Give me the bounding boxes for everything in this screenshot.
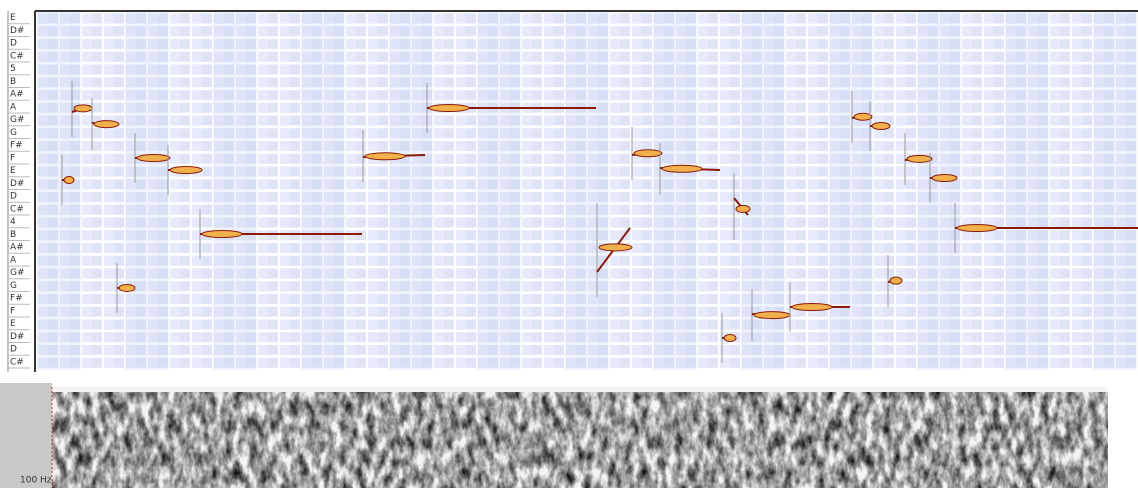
pitch-label: E [10,13,16,23]
pitch-label: E [10,319,16,329]
pitch-label: D [10,345,17,355]
pitch-label: G [10,281,17,291]
note-blob [170,167,202,174]
note-blob [74,105,92,112]
pitch-label: 4 [10,217,16,227]
note-blob [854,113,872,120]
note-blob [202,231,242,238]
note-blob [599,244,632,251]
pitch-label: B [10,77,16,87]
note-blob [137,155,170,162]
pitch-label: C# [10,204,24,214]
note-blob [736,205,750,212]
pitch-label: G# [10,268,25,278]
pitch-label: A [10,102,17,112]
pitch-label: 5 [10,64,16,74]
note-blob [792,304,832,311]
note-blob [932,175,957,182]
pitch-label: D [10,192,17,202]
pitch-label: D# [10,179,24,189]
spectrogram [52,392,1108,488]
page: ED#DC#5BA#AG#GF#FED#DC#4BA#AG#GF#FED#DC#… [0,0,1138,488]
note-blob [890,277,902,284]
editor: ED#DC#5BA#AG#GF#FED#DC#4BA#AG#GF#FED#DC#… [0,0,1138,488]
spectrogram-gutter [0,383,52,488]
pitch-label: F# [10,294,23,304]
note-blob [872,123,890,130]
pitch-label: E [10,166,16,176]
pitch-label: A# [10,243,24,253]
note-blob [724,335,736,342]
note-blob [754,312,790,319]
note-blob [634,150,662,157]
note-blob [429,105,469,112]
note-blob [64,177,74,184]
pitch-label: D# [10,332,24,342]
note-blob [957,225,997,232]
bar-shading [37,12,1138,370]
pitch-label: D [10,39,17,49]
pitch-label: F [10,306,15,316]
note-blob [907,155,932,162]
note-blob [119,285,135,292]
note-blob [365,153,405,160]
pitch-label: B [10,230,16,240]
pitch-label: G# [10,115,25,125]
pitch-label: D# [10,26,24,36]
frequency-label: 100 Hz [20,476,52,486]
pitch-label: A [10,255,17,265]
pitch-label: F# [10,141,23,151]
pitch-label: C# [10,357,24,367]
pitch-label: C# [10,51,24,61]
pitch-label: F [10,153,15,163]
note-blob [94,121,119,128]
pitch-label: A# [10,90,24,100]
pitch-label: G [10,128,17,138]
note-blob [662,165,702,172]
